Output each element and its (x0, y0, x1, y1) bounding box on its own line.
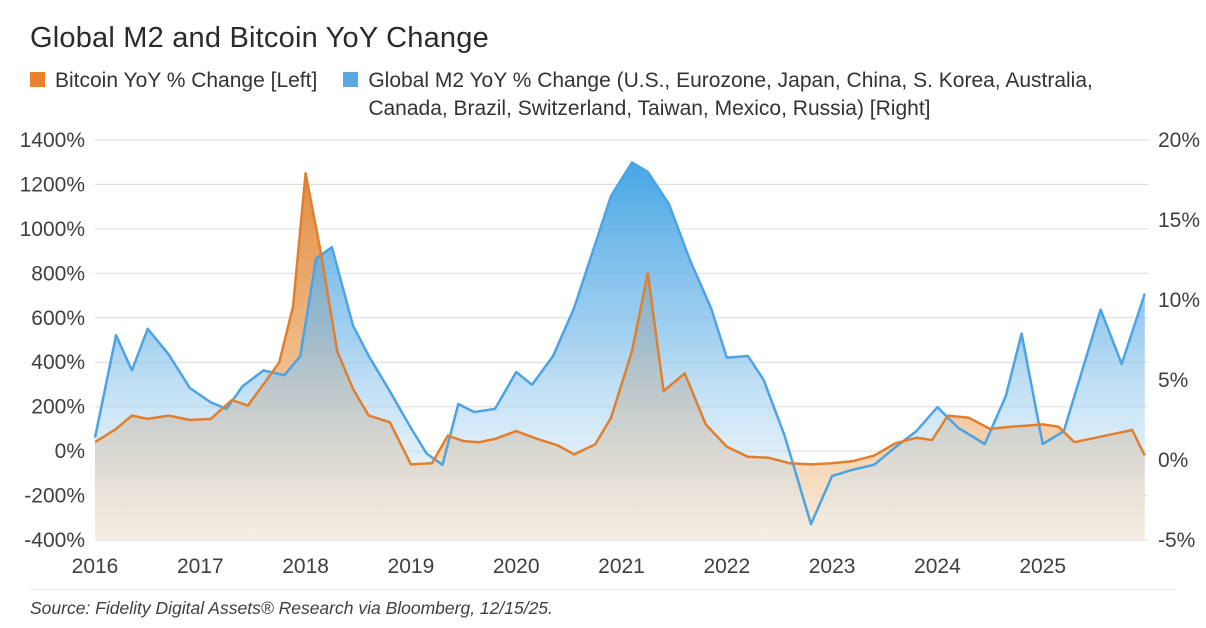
right-axis-tick-label: 0% (1158, 449, 1188, 472)
source-note: Source: Fidelity Digital Assets® Researc… (30, 588, 1176, 619)
x-axis-tick-label: 2018 (282, 555, 329, 578)
left-axis-tick-label: 400% (31, 351, 85, 374)
legend-item-label: Global M2 YoY % Change (U.S., Eurozone, … (368, 69, 1093, 121)
right-axis-tick-label: 5% (1158, 369, 1188, 392)
x-axis-tick-label: 2024 (914, 555, 961, 578)
chart-canvas: 1400% 1200% 1000% 800% 600% 400% 200% 0% -200% -4… (0, 128, 1206, 585)
left-axis-tick-label: 600% (31, 306, 85, 329)
right-axis-tick-label: 15% (1158, 209, 1200, 232)
x-axis-tick-label: 2020 (493, 555, 540, 578)
left-axis-tick-label: -200% (24, 484, 85, 507)
chart-title: Global M2 and Bitcoin YoY Change (30, 22, 489, 54)
chart-svg: 1400% 1200% 1000% 800% 600% 400% 200% 0% -200% -4… (20, 129, 1200, 578)
x-axis-tick-label: 2021 (598, 555, 645, 578)
m2-area (95, 162, 1145, 540)
x-axis-tick-label: 2022 (703, 555, 750, 578)
left-axis-tick-label: 200% (31, 395, 85, 418)
x-axis-tick-label: 2017 (177, 555, 224, 578)
left-axis-tick-label: 1400% (20, 129, 85, 152)
left-axis-tick-label: 800% (31, 262, 85, 285)
legend: Bitcoin YoY % Change [Left] Global M2 Yo… (30, 67, 1176, 124)
right-axis-tick-label: -5% (1158, 529, 1195, 552)
left-axis-tick-label: -400% (24, 529, 85, 552)
left-axis-tick-label: 1000% (20, 218, 85, 241)
x-axis-tick-label: 2019 (388, 555, 435, 578)
x-axis-tick-label: 2016 (72, 555, 119, 578)
bitcoin-legend-swatch-icon (30, 72, 45, 87)
m2-legend-swatch-icon (343, 72, 359, 87)
legend-item-m2: Global M2 YoY % Change (U.S., Eurozone, … (343, 67, 1123, 124)
legend-item-label: Bitcoin YoY % Change [Left] (55, 69, 318, 92)
left-axis-tick-label: 0% (55, 440, 85, 463)
x-axis-tick-label: 2025 (1019, 555, 1066, 578)
legend-item-bitcoin: Bitcoin YoY % Change [Left] (30, 67, 317, 95)
bitcoin-line (94, 171, 1146, 466)
x-axis-tick-label: 2023 (809, 555, 856, 578)
right-axis-tick-label: 10% (1158, 289, 1200, 312)
m2-line (93, 160, 1146, 525)
left-axis-tick-label: 1200% (20, 173, 85, 196)
right-axis-tick-label: 20% (1158, 129, 1200, 152)
